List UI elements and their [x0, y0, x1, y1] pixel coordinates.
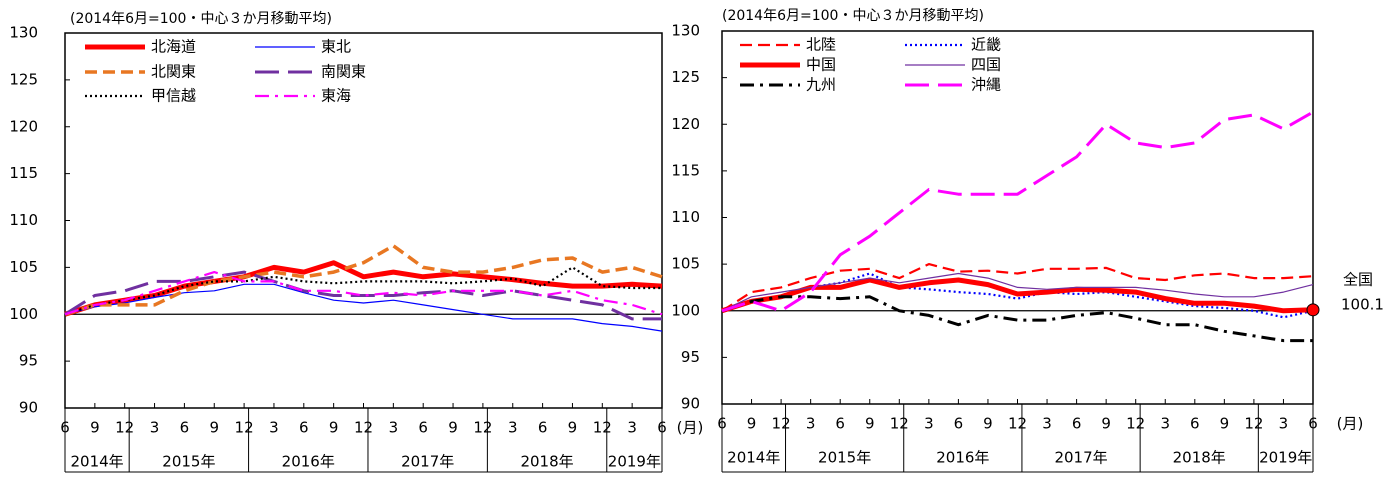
y-tick-label: 110 — [9, 211, 38, 229]
x-tick-label: 12 — [1244, 415, 1263, 433]
x-tick-label: 3 — [508, 419, 518, 437]
x-group-label: 2018年 — [520, 453, 573, 471]
x-tick-label: 3 — [806, 415, 816, 433]
y-tick-label: 100 — [9, 305, 38, 323]
annotation-marker — [1306, 303, 1320, 317]
y-tick-label: 115 — [671, 161, 700, 179]
x-tick-label: 12 — [473, 419, 492, 437]
x-tick-label: 6 — [538, 419, 548, 437]
data-line — [721, 272, 1314, 312]
x-tick-label: 12 — [1126, 415, 1145, 433]
data-line — [721, 295, 1313, 343]
x-tick-label: 12 — [890, 415, 909, 433]
x-tick-label: 9 — [865, 415, 875, 433]
data-line — [721, 263, 1314, 312]
y-tick-label: 130 — [671, 22, 700, 40]
y-tick-label: 125 — [671, 68, 700, 86]
x-group-label: 2017年 — [401, 453, 454, 471]
x-tick-label: 3 — [924, 415, 934, 433]
x-tick-label: 12 — [772, 415, 791, 433]
x-tick-label: 3 — [627, 419, 637, 437]
x-tick-label: 9 — [1101, 415, 1111, 433]
legend-label: 東北 — [321, 38, 351, 56]
legend-label: 北関東 — [151, 63, 196, 81]
x-tick-label: 9 — [90, 419, 100, 437]
x-unit: (月) — [1337, 415, 1364, 433]
data-line — [64, 270, 662, 321]
legend-label: 近畿 — [971, 36, 1001, 54]
legend-label: 北陸 — [806, 36, 836, 54]
data-line — [721, 277, 1314, 314]
legend-label: 沖縄 — [971, 76, 1001, 94]
x-group-label: 2015年 — [818, 449, 871, 467]
x-tick-label: 3 — [1279, 415, 1289, 433]
x-tick-label: 9 — [448, 419, 458, 437]
annotation-label: 全国 — [1343, 270, 1373, 288]
x-tick-label: 12 — [593, 419, 612, 437]
x-tick-label: 3 — [150, 419, 160, 437]
y-tick-label: 105 — [9, 258, 38, 276]
x-group-label: 2014年 — [727, 449, 780, 467]
x-tick-label: 3 — [1042, 415, 1052, 433]
x-group-label: 2015年 — [162, 453, 215, 471]
x-tick-label: 9 — [568, 419, 578, 437]
x-tick-label: 9 — [329, 419, 339, 437]
chart-title: (2014年6月=100・中心３か月移動平均) — [70, 11, 332, 27]
x-tick-label: 3 — [269, 419, 279, 437]
x-group-label: 2017年 — [1054, 449, 1107, 467]
y-tick-label: 90 — [681, 395, 700, 413]
x-tick-label: 3 — [1160, 415, 1170, 433]
x-tick-label: 12 — [1008, 415, 1027, 433]
x-tick-label: 12 — [354, 419, 373, 437]
data-line — [64, 244, 663, 316]
chart-title: (2014年6月=100・中心３か月移動平均) — [722, 8, 984, 24]
y-tick-label: 95 — [681, 348, 700, 366]
x-tick-label: 12 — [115, 419, 134, 437]
annotation-value: 100.1 — [1341, 295, 1384, 313]
x-tick-label: 9 — [983, 415, 993, 433]
y-tick-label: 110 — [671, 208, 700, 226]
y-tick-label: 130 — [9, 24, 38, 42]
x-tick-label: 9 — [209, 419, 219, 437]
y-tick-label: 120 — [671, 115, 700, 133]
x-tick-label: 6 — [954, 415, 964, 433]
legend-label: 中国 — [806, 56, 836, 74]
y-tick-label: 90 — [19, 399, 38, 417]
x-group-label: 2019年 — [608, 453, 661, 471]
legend-label: 甲信越 — [151, 87, 196, 105]
x-group-label: 2014年 — [70, 453, 123, 471]
y-tick-label: 100 — [671, 301, 700, 319]
legend-label: 四国 — [971, 56, 1001, 74]
x-tick-label: 12 — [235, 419, 254, 437]
x-group-label: 2016年 — [282, 453, 335, 471]
x-group-label: 2016年 — [936, 449, 989, 467]
x-tick-label: 6 — [1190, 415, 1200, 433]
y-tick-label: 105 — [671, 255, 700, 273]
y-tick-label: 115 — [9, 164, 38, 182]
x-tick-label: 6 — [180, 419, 190, 437]
x-tick-label: 6 — [1072, 415, 1082, 433]
x-tick-label: 9 — [747, 415, 757, 433]
x-group-label: 2019年 — [1259, 449, 1312, 467]
data-line — [64, 260, 663, 317]
y-tick-label: 120 — [9, 117, 38, 135]
x-tick-label: 6 — [418, 419, 428, 437]
x-group-label: 2018年 — [1173, 449, 1226, 467]
data-line — [721, 110, 1314, 313]
x-unit: (月) — [677, 419, 704, 437]
y-tick-label: 95 — [19, 352, 38, 370]
x-tick-label: 3 — [389, 419, 399, 437]
data-line — [64, 283, 663, 332]
x-tick-label: 6 — [299, 419, 309, 437]
y-tick-label: 125 — [9, 70, 38, 88]
legend-label: 九州 — [806, 76, 836, 94]
legend-label: 東海 — [321, 87, 351, 105]
legend-label: 南関東 — [321, 63, 366, 81]
x-tick-label: 6 — [835, 415, 845, 433]
x-tick-label: 9 — [1220, 415, 1230, 433]
legend-label: 北海道 — [151, 38, 196, 56]
